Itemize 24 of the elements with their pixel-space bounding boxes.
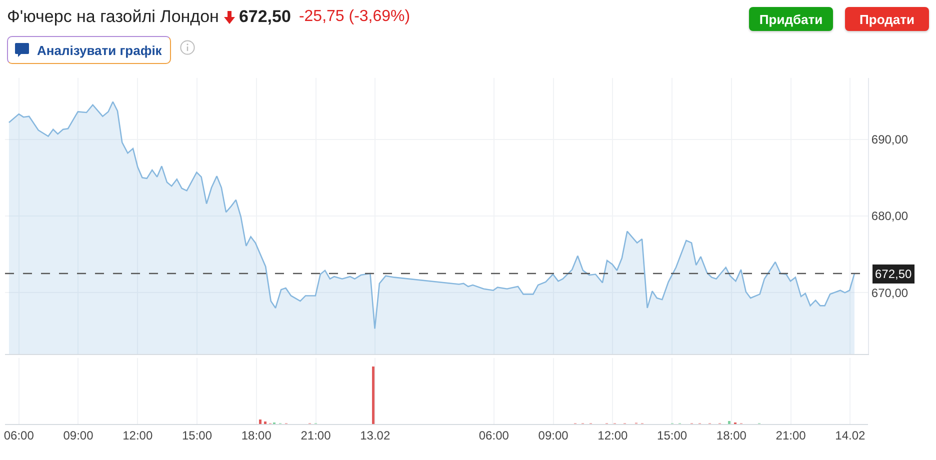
x-tick-label: 15:00	[182, 428, 212, 442]
text: -25,75 (-3,69%)	[298, 8, 410, 26]
text: Продати	[845, 7, 929, 31]
y-tick-label: 670,00	[871, 286, 908, 300]
x-tick-label: 12:00	[598, 428, 628, 442]
x-tick-label: 15:00	[657, 428, 688, 442]
x-tick-label: 21:00	[300, 428, 332, 442]
x-tick-label: 09:00	[538, 428, 569, 442]
text: 672,50	[238, 7, 291, 27]
x-tick-label: 06:00	[4, 428, 34, 442]
chart-title: Ф'ючерс на газойлі Лондон	[7, 7, 219, 27]
x-tick-label: 21:00	[776, 428, 806, 442]
x-tick-label: 09:00	[63, 428, 94, 442]
x-tick-label: 12:00	[122, 428, 153, 442]
x-tick-label: 18:00	[241, 428, 272, 442]
x-tick-label: 14.02	[835, 428, 866, 442]
x-tick-label: 18:00	[716, 428, 747, 442]
x-tick-label: 06:00	[478, 428, 510, 442]
x-tick-label: 13.02	[360, 428, 390, 442]
y-tick-label: 680,00	[871, 209, 908, 224]
y-tick-label: 690,00	[871, 132, 908, 147]
text: Аналізувати графік	[37, 42, 162, 58]
text: Придбати	[749, 7, 833, 31]
ref-line-label: 672,50	[875, 267, 912, 281]
